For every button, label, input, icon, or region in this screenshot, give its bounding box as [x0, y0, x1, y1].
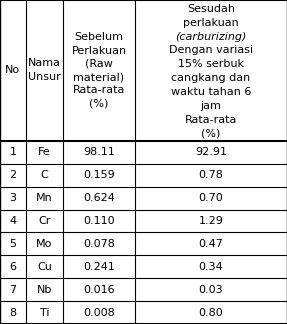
Text: 3: 3 [9, 193, 16, 203]
Text: 0.80: 0.80 [199, 307, 223, 318]
Text: No: No [5, 65, 20, 75]
Text: 0.110: 0.110 [83, 216, 115, 226]
Text: Rata-rata: Rata-rata [185, 114, 237, 124]
Text: jam: jam [201, 101, 221, 111]
Text: 0.078: 0.078 [83, 239, 115, 249]
Text: 0.70: 0.70 [199, 193, 223, 203]
Text: 1.29: 1.29 [199, 216, 223, 226]
Text: cangkang dan: cangkang dan [171, 73, 251, 83]
Text: 0.47: 0.47 [199, 239, 223, 249]
Text: 4: 4 [9, 216, 16, 226]
Text: waktu tahan 6: waktu tahan 6 [171, 87, 251, 97]
Text: 6: 6 [9, 262, 16, 272]
Text: 0.241: 0.241 [83, 262, 115, 272]
Text: 0.03: 0.03 [199, 285, 223, 295]
Text: 2: 2 [9, 170, 16, 180]
Text: 98.11: 98.11 [83, 147, 115, 157]
Text: (%): (%) [201, 128, 221, 138]
Text: C: C [40, 170, 49, 180]
Text: Mn: Mn [36, 193, 53, 203]
Text: 0.624: 0.624 [83, 193, 115, 203]
Text: 15% serbuk: 15% serbuk [178, 59, 244, 69]
Text: perlakuan: perlakuan [183, 18, 239, 28]
Text: 5: 5 [9, 239, 16, 249]
Text: Mo: Mo [36, 239, 53, 249]
Text: Nb: Nb [37, 285, 52, 295]
Text: 0.159: 0.159 [83, 170, 115, 180]
Text: Ti: Ti [40, 307, 49, 318]
Text: 7: 7 [9, 285, 16, 295]
Text: 0.34: 0.34 [199, 262, 223, 272]
Text: (carburizing): (carburizing) [175, 32, 247, 41]
Text: Cu: Cu [37, 262, 52, 272]
Text: 1: 1 [9, 147, 16, 157]
Text: 0.78: 0.78 [199, 170, 223, 180]
Text: 0.016: 0.016 [83, 285, 115, 295]
Text: Dengan variasi: Dengan variasi [169, 45, 253, 55]
Text: 92.91: 92.91 [195, 147, 227, 157]
Text: Sesudah: Sesudah [187, 4, 235, 14]
Text: Sebelum
Perlakuan
(Raw
material)
Rata-rata
(%): Sebelum Perlakuan (Raw material) Rata-ra… [71, 32, 127, 109]
Text: Nama
Unsur: Nama Unsur [28, 58, 61, 83]
Text: 0.008: 0.008 [83, 307, 115, 318]
Text: 8: 8 [9, 307, 16, 318]
Text: Fe: Fe [38, 147, 51, 157]
Text: Cr: Cr [38, 216, 51, 226]
